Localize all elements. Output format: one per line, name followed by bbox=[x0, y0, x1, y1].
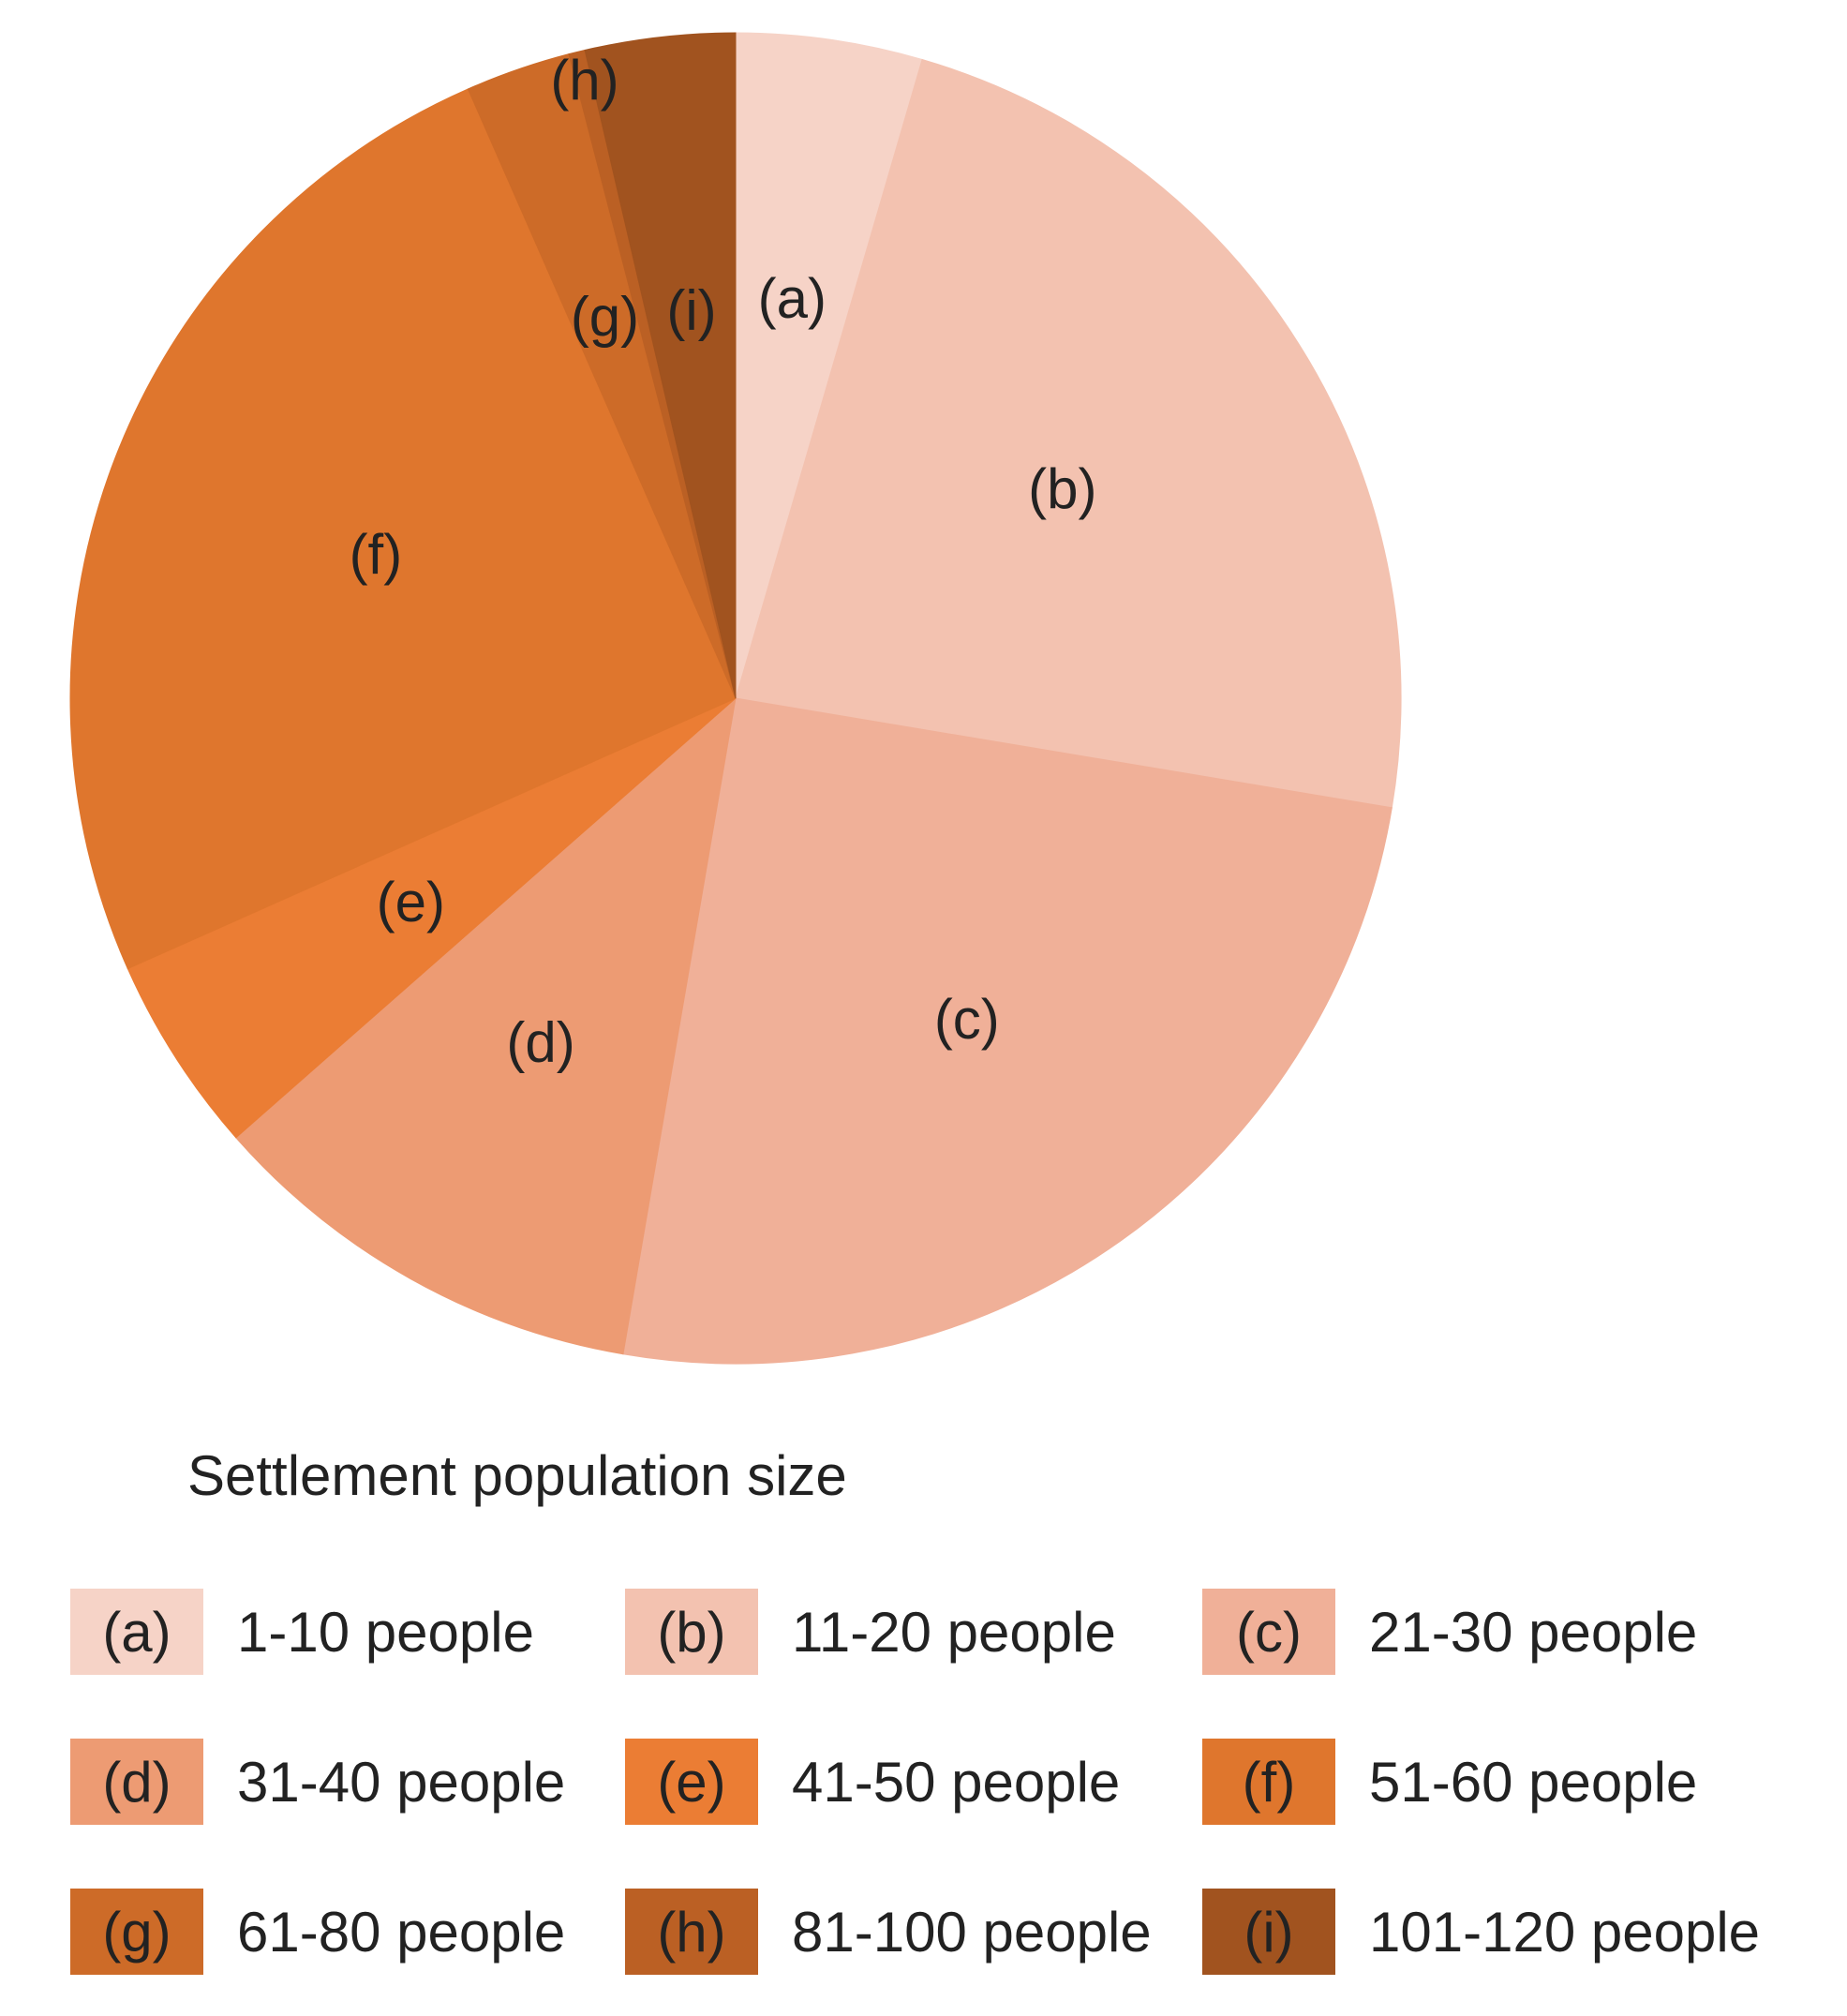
legend-swatch: (d) bbox=[70, 1739, 203, 1825]
pie-slice-b bbox=[735, 58, 1402, 809]
legend-item-e: (e) 41-50 people bbox=[625, 1739, 1120, 1825]
legend-swatch: (h) bbox=[625, 1889, 758, 1975]
legend-item-i: (i) 101-120 people bbox=[1202, 1889, 1760, 1975]
legend-swatch: (e) bbox=[625, 1739, 758, 1825]
pie-slice-e bbox=[127, 697, 737, 1139]
legend-item-c: (c) 21-30 people bbox=[1202, 1589, 1697, 1675]
pie-slice-f bbox=[69, 88, 737, 970]
legend-item-b: (b) 11-20 people bbox=[625, 1589, 1116, 1675]
legend-item-f: (f) 51-60 people bbox=[1202, 1739, 1697, 1825]
pie-slice-d bbox=[235, 696, 737, 1355]
legend-label: 41-50 people bbox=[792, 1750, 1121, 1814]
pie-slice-labels: (a) (b) (c) (d) (e) (f) (g) (h) (i) bbox=[350, 49, 1097, 1074]
legend-label: 31-40 people bbox=[237, 1750, 566, 1814]
slice-label-g: (g) bbox=[571, 285, 639, 348]
legend-label: 51-60 people bbox=[1369, 1750, 1698, 1814]
legend-label: 81-100 people bbox=[792, 1900, 1152, 1964]
legend-item-g: (g) 61-80 people bbox=[70, 1889, 565, 1975]
legend-swatch: (g) bbox=[70, 1889, 203, 1975]
slice-label-d: (d) bbox=[506, 1011, 574, 1074]
legend-swatch: (i) bbox=[1202, 1889, 1335, 1975]
slice-label-h: (h) bbox=[550, 49, 618, 112]
pie-slice-a bbox=[735, 32, 923, 699]
slice-label-c: (c) bbox=[934, 988, 1000, 1051]
pie-slice-i bbox=[584, 32, 737, 699]
legend-swatch: (a) bbox=[70, 1589, 203, 1675]
slice-label-e: (e) bbox=[377, 871, 445, 933]
pie-slices bbox=[69, 32, 1402, 1365]
legend-label: 21-30 people bbox=[1369, 1600, 1698, 1664]
legend-swatch: (f) bbox=[1202, 1739, 1335, 1825]
legend-swatch: (c) bbox=[1202, 1589, 1335, 1675]
legend-item-d: (d) 31-40 people bbox=[70, 1739, 565, 1825]
slice-label-f: (f) bbox=[350, 523, 403, 586]
legend-label: 101-120 people bbox=[1369, 1900, 1761, 1964]
legend-label: 61-80 people bbox=[237, 1900, 566, 1964]
pie-slice-c bbox=[622, 697, 1393, 1365]
legend-title: Settlement population size bbox=[187, 1444, 847, 1507]
legend-swatch: (b) bbox=[625, 1589, 758, 1675]
slice-label-a: (a) bbox=[758, 267, 827, 330]
legend-label: 1-10 people bbox=[237, 1600, 534, 1664]
slice-label-b: (b) bbox=[1028, 457, 1096, 520]
legend-item-h: (h) 81-100 people bbox=[625, 1889, 1152, 1975]
slice-label-i: (i) bbox=[666, 279, 716, 342]
legend-label: 11-20 people bbox=[792, 1600, 1116, 1664]
legend-item-a: (a) 1-10 people bbox=[70, 1589, 534, 1675]
pie-chart: (a) (b) (c) (d) (e) (f) (g) (h) (i) bbox=[69, 32, 1402, 1365]
